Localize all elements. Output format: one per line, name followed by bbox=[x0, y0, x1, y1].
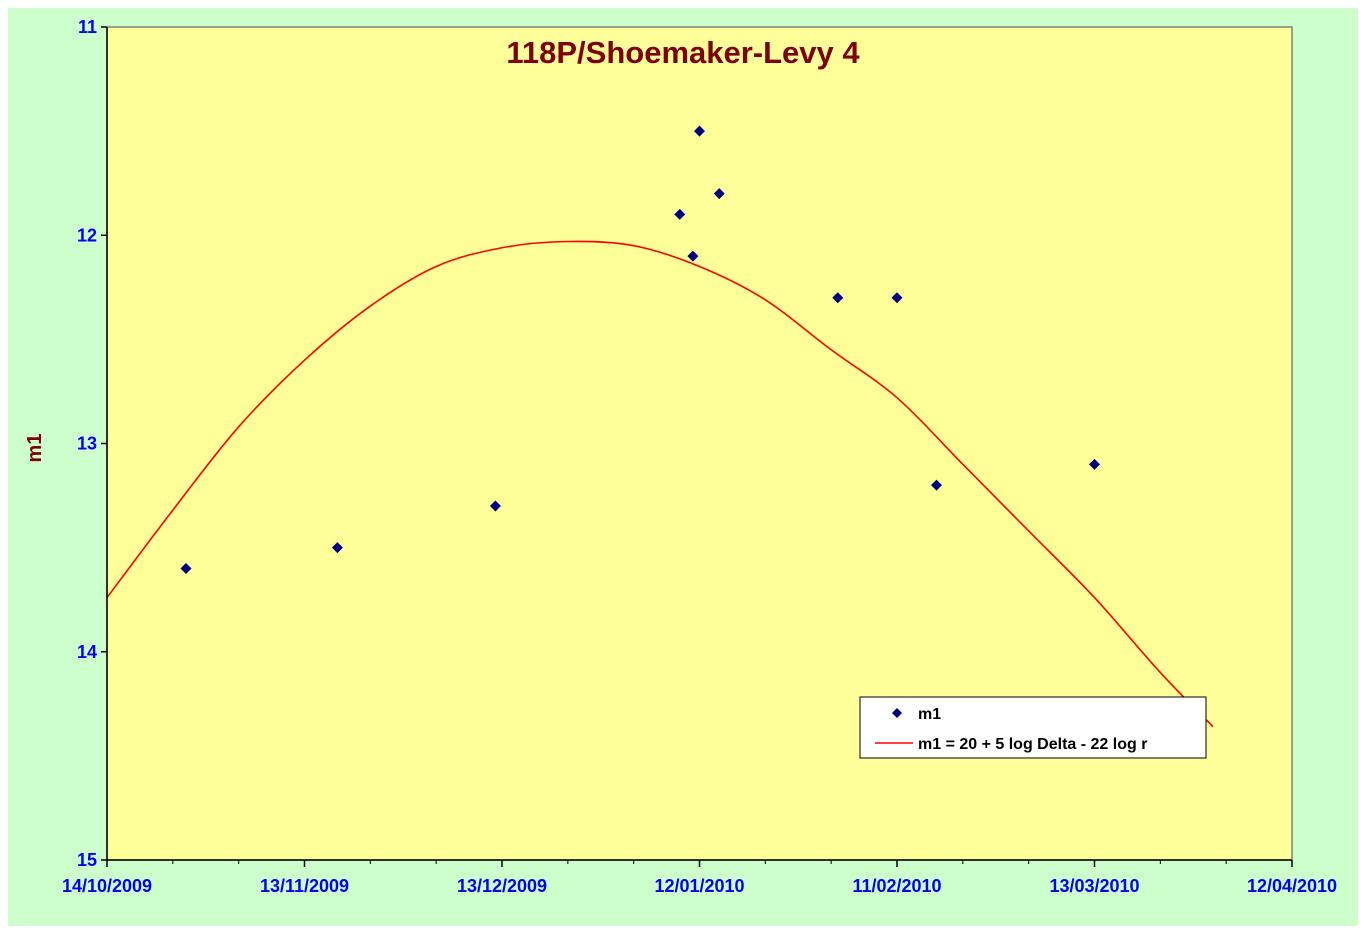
chart-container: 11 12 13 14 15 14/10/2009 13/11/2009 13/12/2009… bbox=[8, 8, 1358, 926]
axes-layer: 11 12 13 14 15 14/10/2009 13/11/2009 13/12/2009… bbox=[62, 17, 1337, 896]
y-tick-label: 14 bbox=[77, 642, 97, 662]
data-point bbox=[694, 125, 705, 137]
x-tick-label: 13/12/2009 bbox=[457, 876, 547, 896]
legend-marker-diamond bbox=[892, 708, 902, 718]
legend-box bbox=[859, 696, 1207, 759]
data-point bbox=[891, 292, 903, 304]
x-tick-label: 11/02/2010 bbox=[852, 876, 941, 896]
data-point bbox=[713, 188, 725, 200]
chart-title: 118P/Shoemaker-Levy 4 bbox=[506, 35, 860, 70]
y-tick-label: 13 bbox=[77, 434, 97, 454]
y-axis-label: m1 bbox=[24, 434, 46, 463]
x-tick-label: 14/10/2009 bbox=[62, 876, 152, 896]
x-tick-label: 13/03/2010 bbox=[1049, 876, 1139, 896]
data-point bbox=[832, 292, 844, 304]
legend: m1 m1 = 20 + 5 log Delta - 22 log r bbox=[859, 696, 1207, 759]
data-point bbox=[687, 250, 699, 262]
x-tick-label: 13/11/2009 bbox=[260, 876, 349, 896]
data-point bbox=[674, 208, 686, 220]
chart-svg: 11 12 13 14 15 14/10/2009 13/11/2009 13/12/2009… bbox=[24, 17, 1337, 896]
data-point bbox=[1089, 458, 1100, 470]
x-tick-label: 12/01/2010 bbox=[654, 876, 744, 896]
legend-label-m1: m1 bbox=[918, 706, 941, 723]
x-tick-label: 12/04/2010 bbox=[1247, 876, 1337, 896]
data-point bbox=[180, 562, 192, 574]
data-point bbox=[931, 479, 942, 491]
data-point bbox=[489, 500, 501, 512]
data-points-layer bbox=[180, 125, 1100, 574]
y-tick-label: 11 bbox=[78, 17, 97, 37]
fit-curve-layer bbox=[107, 240, 1214, 728]
y-tick-label: 12 bbox=[77, 225, 97, 245]
fit-curve-line bbox=[107, 240, 1214, 728]
y-tick-label: 15 bbox=[77, 850, 97, 870]
legend-label-formula: m1 = 20 + 5 log Delta - 22 log r bbox=[918, 736, 1147, 753]
data-point bbox=[331, 542, 343, 554]
